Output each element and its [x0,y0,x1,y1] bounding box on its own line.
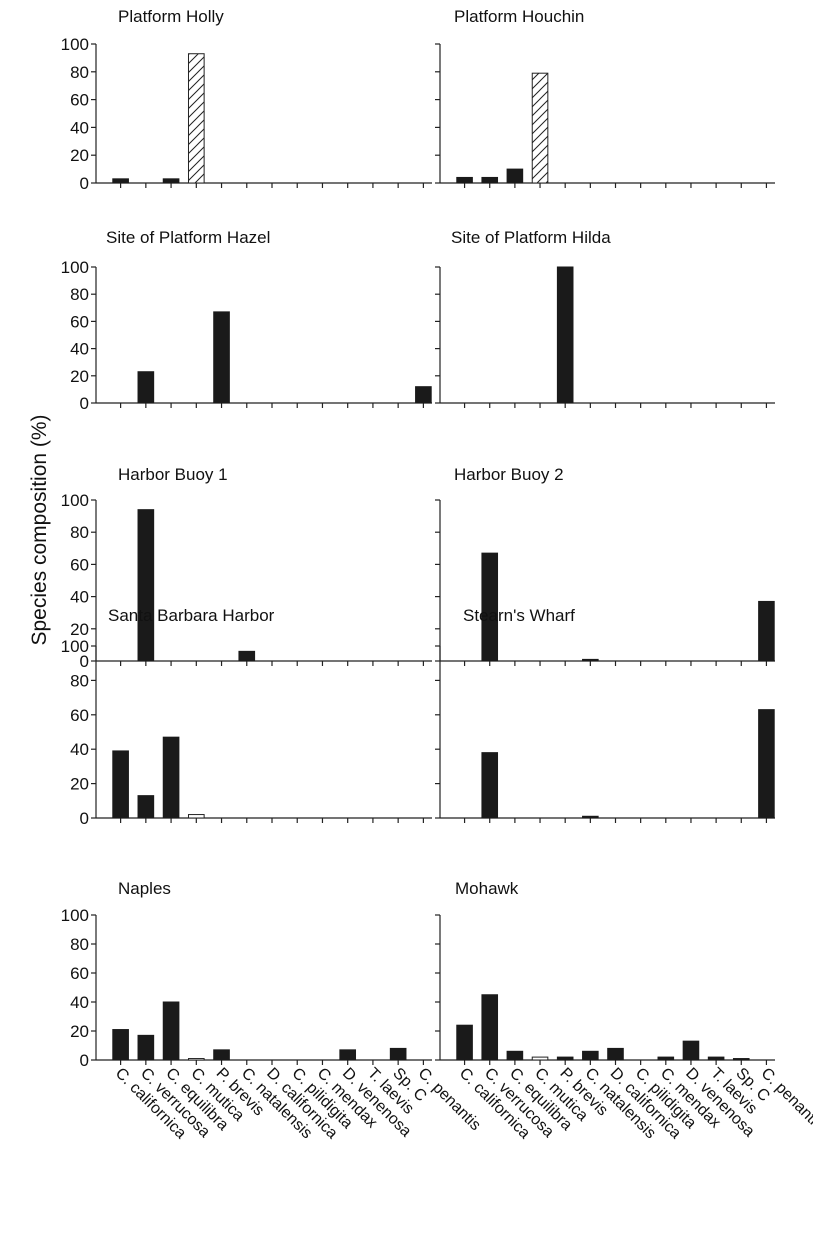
y-tick-label: 100 [61,491,89,510]
bar [582,1050,599,1061]
y-tick-label: 20 [70,775,89,794]
bar [481,994,499,1061]
chart-panel: Site of Platform Hilda [435,228,775,408]
y-tick-label: 80 [70,63,89,82]
chart-panel: Harbor Buoy 1 0 20 40 60 80 100 [61,465,432,671]
y-tick-label: 20 [70,146,89,165]
bar [162,736,180,819]
panel-title: Platform Houchin [454,7,584,26]
y-tick-label: 60 [70,312,89,331]
y-tick-label: 20 [70,620,89,639]
y-tick-label: 100 [61,637,89,656]
y-tick-label: 40 [70,740,89,759]
bar [531,1056,549,1061]
panel-title: Site of Platform Hilda [451,228,611,247]
bar [238,650,256,662]
bar [415,386,432,404]
chart-panel: Platform Houchin [435,7,775,188]
bar [137,1034,155,1061]
panel-title: Mohawk [455,879,519,898]
bar [556,266,574,404]
chart-panel: Platform Holly 0 20 40 60 80 100 [61,7,432,193]
y-tick-label: 80 [70,523,89,542]
y-tick-label: 40 [70,588,89,607]
bar [213,1049,230,1061]
y-tick-label: 0 [80,652,89,671]
bar [707,1056,725,1061]
y-tick-label: 100 [61,35,89,54]
y-tick-label: 0 [80,809,89,828]
bar [481,752,499,819]
y-tick-label: 40 [70,118,89,137]
bar [187,53,205,184]
bar [339,1049,357,1061]
chart-panel: Stearn's Wharf [435,606,775,823]
bar [187,1058,205,1061]
panel-title: Naples [118,879,171,898]
bar [506,168,524,184]
bar [732,1058,750,1061]
y-tick-label: 80 [70,671,89,690]
bar [112,750,129,819]
bar [582,658,599,662]
bar [213,311,230,404]
chart-panel: Site of Platform Hazel 0 20 40 60 80 100 [61,228,432,413]
bar [607,1047,624,1061]
bar [112,178,129,184]
bar [758,709,775,819]
panel-title: Harbor Buoy 1 [118,465,228,484]
bar [682,1040,700,1061]
bar [456,1024,473,1061]
bar [137,795,155,819]
panel-title: Site of Platform Hazel [106,228,270,247]
bar [506,1050,524,1061]
bar [389,1047,407,1061]
bar [531,72,549,184]
bar [112,1029,129,1061]
bar [582,815,599,819]
y-tick-label: 80 [70,935,89,954]
y-tick-label: 40 [70,340,89,359]
y-tick-label: 60 [70,91,89,110]
y-tick-label: 40 [70,993,89,1012]
bar [657,1056,675,1061]
y-tick-label: 60 [70,706,89,725]
bar [556,1056,574,1061]
y-tick-label: 20 [70,1022,89,1041]
panel-title: Stearn's Wharf [463,606,575,625]
y-tick-label: 60 [70,555,89,574]
chart-panel: Santa Barbara Harbor 0 20 40 60 80 100 [61,606,432,828]
bar [187,814,205,819]
y-tick-label: 80 [70,285,89,304]
panel-title: Platform Holly [118,7,224,26]
bar [758,600,775,662]
bar [481,176,499,184]
y-tick-label: 20 [70,367,89,386]
y-tick-label: 0 [80,1051,89,1070]
panel-title: Santa Barbara Harbor [108,606,275,625]
y-tick-label: 100 [61,906,89,925]
y-tick-label: 0 [80,174,89,193]
y-tick-label: 0 [80,394,89,413]
chart-panel: Harbor Buoy 2 [435,465,775,666]
bar [162,1001,180,1061]
bar [481,552,499,662]
y-axis-label: Species composition (%) [28,414,51,645]
y-tick-label: 60 [70,964,89,983]
bar [456,176,473,184]
bar [137,371,155,404]
bar [162,178,180,184]
y-tick-label: 100 [61,258,89,277]
bar [137,509,155,662]
panel-title: Harbor Buoy 2 [454,465,564,484]
